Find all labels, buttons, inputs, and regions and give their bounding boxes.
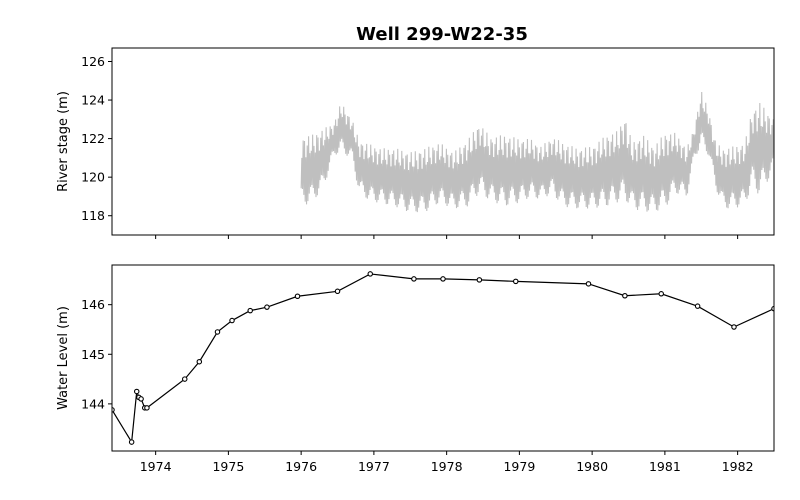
water-level-y-axis-label: Water Level (m) (56, 306, 71, 410)
x-tick-label: 1974 (140, 459, 172, 474)
y-tick-label: 120 (81, 170, 105, 185)
water-level-point (294, 293, 301, 299)
water-level-point (476, 277, 483, 283)
y-tick-label: 145 (81, 347, 105, 362)
y-tick-label: 124 (81, 93, 105, 108)
river-stage-y-axis-label: River stage (m) (56, 91, 71, 192)
water-level-point (247, 307, 253, 314)
y-tick-label: 146 (81, 297, 105, 312)
water-level-point (182, 376, 188, 382)
water-level-point (229, 317, 235, 324)
water-level-x-ticks: 1974 1975 1976 1977 1978 1979 1980 1981 1982 (140, 451, 754, 474)
y-tick-label: 126 (81, 54, 105, 69)
water-level-y-ticks: 144 145 146 (81, 297, 112, 411)
water-level-point (138, 396, 144, 402)
top-panel: 118 120 122 124 126 River stage (m) (56, 47, 775, 239)
water-level-point (622, 292, 628, 299)
y-tick-label: 118 (81, 208, 105, 223)
water-level-point (440, 276, 446, 282)
water-level-point (367, 271, 373, 277)
water-level-point (658, 291, 664, 297)
x-tick-label: 1982 (722, 459, 754, 474)
water-level-point (334, 288, 341, 295)
water-level-point (214, 329, 221, 335)
water-level-point (133, 388, 140, 395)
river-stage-plot-area (300, 91, 774, 213)
water-level-series-line (112, 273, 774, 444)
water-level-point (411, 276, 417, 282)
y-tick-label: 144 (81, 396, 105, 411)
x-tick-label: 1976 (285, 459, 317, 474)
water-level-point (144, 405, 150, 411)
x-tick-label: 1975 (212, 459, 244, 474)
x-tick-label: 1977 (358, 459, 390, 474)
chart-title: Well 299-W22-35 (356, 24, 528, 45)
water-level-point (264, 304, 270, 310)
water-level-point (512, 278, 519, 285)
x-tick-label: 1978 (431, 459, 463, 474)
water-level-point (694, 303, 701, 309)
water-level-point (196, 358, 203, 365)
water-level-axes-frame (111, 264, 775, 452)
water-level-plot-area (112, 271, 774, 445)
x-tick-label: 1981 (649, 459, 681, 474)
x-tick-label: 1980 (576, 459, 608, 474)
water-level-point (731, 324, 737, 330)
water-level-point (128, 439, 135, 445)
river-stage-series-line (300, 91, 774, 213)
river-stage-axes-frame (111, 47, 775, 236)
water-level-point (585, 281, 592, 287)
river-stage-y-ticks: 118 120 122 124 126 (81, 54, 112, 223)
river-stage-x-ticks (155, 235, 739, 239)
y-tick-label: 122 (81, 131, 105, 146)
x-tick-label: 1979 (503, 459, 535, 474)
